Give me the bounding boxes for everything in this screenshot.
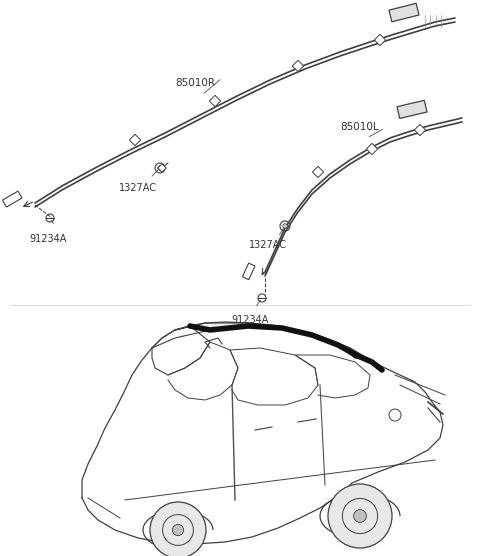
Circle shape <box>158 166 162 170</box>
Bar <box>374 34 385 46</box>
Text: 91234A: 91234A <box>231 315 269 325</box>
Text: 1327AC: 1327AC <box>119 183 157 193</box>
Circle shape <box>172 524 184 535</box>
Bar <box>158 164 166 172</box>
Bar <box>397 100 427 118</box>
Bar <box>389 3 419 22</box>
Circle shape <box>150 502 206 556</box>
Circle shape <box>354 510 366 523</box>
Bar <box>292 61 304 72</box>
Bar <box>2 191 22 207</box>
Bar <box>312 166 324 178</box>
Circle shape <box>283 224 287 229</box>
Bar <box>414 125 426 136</box>
Text: 85010L: 85010L <box>341 122 379 132</box>
Text: 85010R: 85010R <box>175 78 215 88</box>
Bar <box>129 135 141 146</box>
Text: 1327AC: 1327AC <box>249 240 287 250</box>
Bar <box>209 95 221 107</box>
Polygon shape <box>175 323 370 360</box>
Circle shape <box>328 484 392 548</box>
Bar <box>242 263 255 280</box>
Bar <box>366 143 378 155</box>
Text: 91234A: 91234A <box>29 234 67 244</box>
